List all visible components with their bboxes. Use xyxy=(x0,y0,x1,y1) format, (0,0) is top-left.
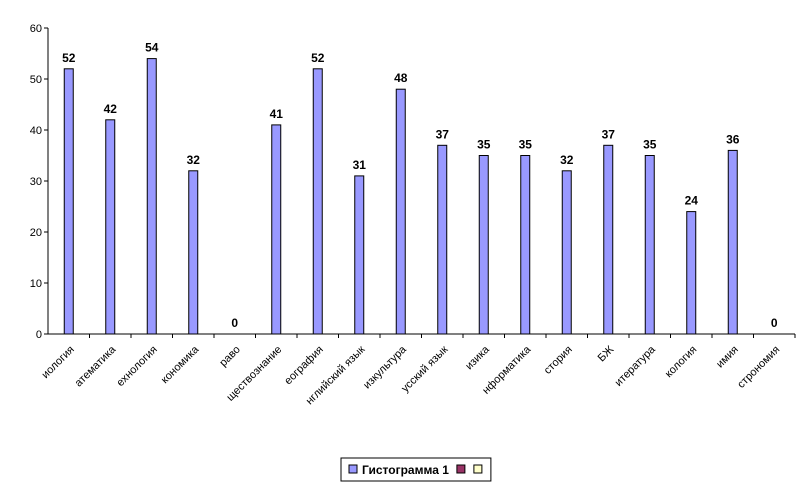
bar xyxy=(727,149,738,335)
data-label: 52 xyxy=(311,51,325,65)
data-label: 54 xyxy=(145,41,159,55)
y-tick-label: 50 xyxy=(30,74,42,86)
bar xyxy=(561,170,572,335)
x-category-label: стория xyxy=(542,344,575,377)
bar xyxy=(686,211,697,335)
legend-swatch xyxy=(456,464,466,474)
data-label: 32 xyxy=(560,153,574,167)
bar xyxy=(105,119,116,335)
chart-legend: Гистограмма 1 xyxy=(340,457,492,482)
x-category-label: имия xyxy=(714,344,741,371)
x-category-label: ехнология xyxy=(115,344,160,389)
x-category-label: еография xyxy=(282,344,326,388)
bar xyxy=(478,155,489,335)
y-tick-label: 40 xyxy=(30,125,42,137)
data-label: 35 xyxy=(477,138,491,152)
x-category-label: раво xyxy=(217,344,243,370)
data-label: 42 xyxy=(104,102,118,116)
bar xyxy=(603,144,614,335)
legend-label: Гистограмма 1 xyxy=(362,463,449,477)
y-axis-ticks: 0 10 20 30 40 50 60 xyxy=(30,23,48,341)
bar xyxy=(354,175,365,335)
data-label: 0 xyxy=(231,316,238,330)
bar xyxy=(188,170,199,335)
bar xyxy=(312,68,323,335)
bar xyxy=(395,88,406,335)
data-label: 36 xyxy=(726,132,740,146)
y-tick-label: 30 xyxy=(30,176,42,188)
bar xyxy=(146,58,157,335)
x-category-label: изика xyxy=(463,343,492,372)
bar xyxy=(644,155,655,335)
data-label: 35 xyxy=(519,138,533,152)
y-tick-label: 20 xyxy=(30,227,42,239)
y-tick-label: 60 xyxy=(30,23,42,35)
data-label: 37 xyxy=(602,127,616,141)
legend-box xyxy=(340,457,492,482)
bar xyxy=(520,155,531,335)
data-label: 24 xyxy=(685,194,699,208)
data-labels: 52 42 54 32 0 41 52 31 48 37 35 35 32 37 35 24 36 0 xyxy=(62,41,778,330)
x-category-label: атематика xyxy=(73,343,119,389)
x-category-label: строномия xyxy=(735,344,782,391)
x-category-label: БЖ xyxy=(596,344,617,365)
bar xyxy=(437,144,448,335)
x-category-label: кология xyxy=(663,344,700,381)
chart-axes xyxy=(47,28,795,335)
data-label: 52 xyxy=(62,51,76,65)
x-category-label: кономика xyxy=(159,343,202,386)
bar xyxy=(271,124,282,335)
bar xyxy=(63,68,74,335)
data-label: 32 xyxy=(187,153,201,167)
legend-swatch xyxy=(473,464,483,474)
y-tick-label: 0 xyxy=(36,329,42,341)
data-label: 37 xyxy=(436,127,450,141)
data-label: 0 xyxy=(771,316,778,330)
x-category-label: иология xyxy=(40,344,77,381)
data-label: 48 xyxy=(394,71,408,85)
data-label: 35 xyxy=(643,138,657,152)
legend-swatch xyxy=(348,464,358,474)
data-label: 41 xyxy=(270,107,284,121)
data-label: 31 xyxy=(353,158,367,172)
y-tick-label: 10 xyxy=(30,278,42,290)
chart-bars xyxy=(63,58,738,335)
x-category-label: итература xyxy=(613,343,659,389)
